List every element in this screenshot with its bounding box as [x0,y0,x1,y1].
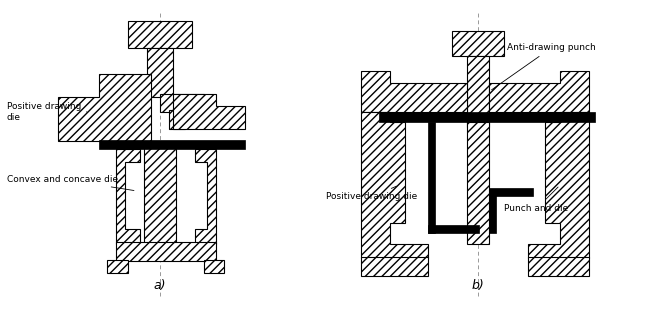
Bar [490,190,495,233]
Polygon shape [173,94,245,129]
Polygon shape [361,71,467,112]
Bar [490,188,533,196]
Bar [128,21,192,48]
Bar [361,257,428,276]
Bar [144,147,176,244]
Bar [107,260,128,273]
Bar [528,257,590,276]
Bar [467,122,490,244]
Bar [467,56,490,127]
Bar [378,112,595,122]
Bar [169,110,185,129]
Polygon shape [176,149,216,244]
Polygon shape [58,74,151,141]
Bar [99,140,245,149]
Bar [428,225,479,233]
Bar [204,260,224,273]
Bar [147,48,173,97]
Polygon shape [361,112,428,258]
Text: a): a) [154,279,166,292]
Text: Positive drawing die: Positive drawing die [326,186,417,201]
Text: Convex and concave die: Convex and concave die [7,175,134,190]
Text: b): b) [472,279,484,292]
Text: Positive drawing
die: Positive drawing die [7,102,87,122]
Polygon shape [116,149,139,244]
Bar [428,122,435,233]
Text: Punch and die: Punch and die [505,187,569,213]
Polygon shape [528,112,590,258]
Bar [452,31,505,56]
Bar [116,242,216,261]
Text: Anti-drawing punch: Anti-drawing punch [492,43,596,90]
Bar [160,94,204,112]
Polygon shape [490,71,590,112]
